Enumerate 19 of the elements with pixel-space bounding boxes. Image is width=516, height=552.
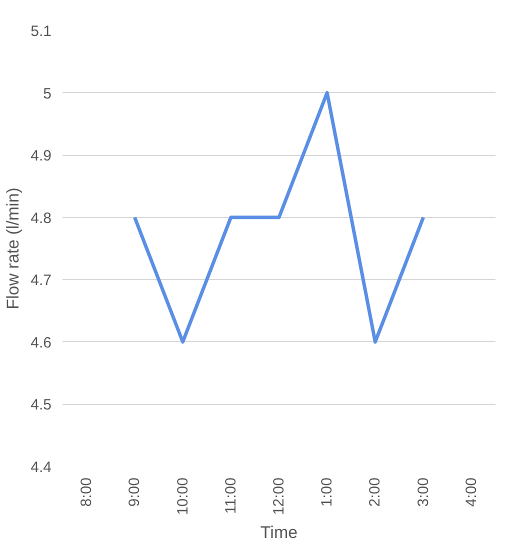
x-tick-label: 9:00 <box>126 477 144 507</box>
y-tick-label: 4.6 <box>30 334 52 352</box>
y-tick-label: 4.8 <box>30 210 52 227</box>
x-axis-title: Time <box>260 523 298 542</box>
y-tick-label: 4.7 <box>30 272 52 290</box>
x-tick-label: 3:00 <box>414 477 432 507</box>
x-tick-label: 2:00 <box>366 477 384 507</box>
x-tick-label: 10:00 <box>174 477 192 516</box>
y-tick-label: 4.5 <box>30 396 52 414</box>
x-tick-label: 8:00 <box>78 477 96 507</box>
x-tick-label: 1:00 <box>318 477 336 507</box>
x-tick-label: 11:00 <box>222 477 240 514</box>
y-axis-title: Flow rate (l/min) <box>4 188 23 310</box>
y-tick-label: 4.4 <box>30 459 52 476</box>
y-tick-label: 5.1 <box>30 23 52 40</box>
y-tick-label: 5 <box>43 85 52 102</box>
x-tick-label: 4:00 <box>462 477 480 507</box>
y-tick-label: 4.9 <box>30 148 52 165</box>
x-tick-label: 12:00 <box>270 477 288 516</box>
